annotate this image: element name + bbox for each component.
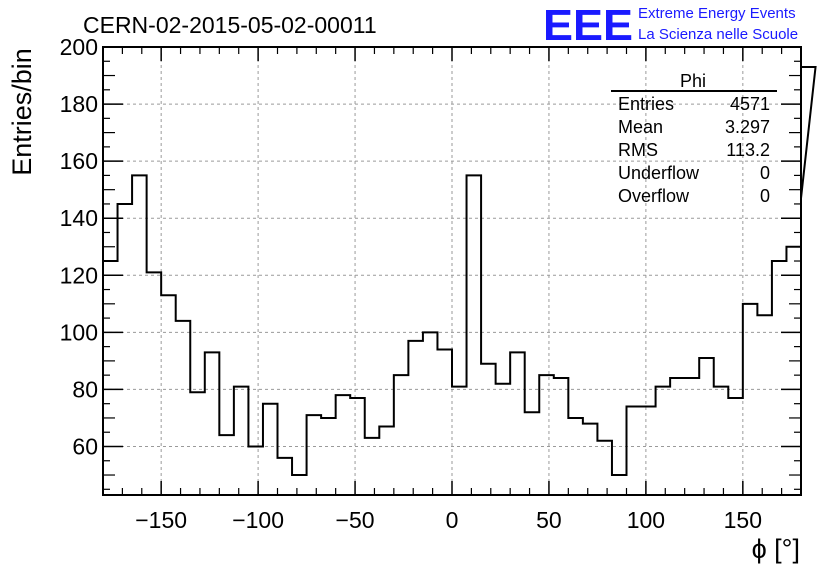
stats-box-name: Phi — [680, 71, 706, 91]
x-tick-label: −50 — [336, 507, 375, 533]
x-tick-label: 100 — [627, 507, 665, 533]
histogram-bar — [496, 384, 511, 495]
histogram-bar — [554, 378, 569, 495]
histogram-bar — [365, 438, 380, 495]
stats-row-value: 0 — [760, 186, 770, 206]
histogram-bar — [132, 175, 147, 495]
histogram-bar — [786, 247, 801, 495]
histogram-bar — [423, 332, 438, 495]
x-tick-label: −150 — [135, 507, 187, 533]
stats-row-value: 3.297 — [725, 117, 770, 137]
x-tick-label: 50 — [536, 507, 562, 533]
y-tick-label: 60 — [72, 433, 98, 459]
y-tick-label: 180 — [60, 91, 98, 117]
histogram-bar — [234, 387, 249, 495]
x-tick-label: −100 — [232, 507, 284, 533]
histogram-bar — [568, 418, 583, 495]
logo-line-1: Extreme Energy Events — [638, 5, 796, 22]
histogram-bar — [627, 407, 642, 495]
histogram-bar — [190, 392, 205, 495]
histogram-bar — [161, 295, 176, 495]
histogram-bar — [336, 395, 351, 495]
histogram-bar — [379, 427, 394, 495]
x-tick-label: 150 — [724, 507, 762, 533]
stats-row-value: 0 — [760, 163, 770, 183]
histogram-bar — [292, 475, 307, 495]
x-axis-title: ϕ [°] — [752, 534, 800, 564]
logo-mark: EEE — [543, 1, 633, 50]
y-tick-label: 160 — [60, 148, 98, 174]
histogram-bar — [437, 349, 452, 495]
chart-title: CERN-02-2015-05-02-00011 — [83, 12, 377, 38]
histogram-bar — [699, 358, 714, 495]
stats-box: Phi Entries 4571 Mean 3.297 RMS 113.2 Underflo… — [611, 71, 777, 206]
histogram-bar — [248, 446, 263, 495]
plot-frame — [102, 46, 802, 496]
stats-row-label: Entries — [618, 94, 674, 114]
histogram-bar — [583, 424, 598, 495]
stats-row-label: RMS — [618, 140, 658, 160]
histogram-bar — [118, 204, 133, 495]
histogram-bar — [394, 375, 409, 495]
histogram-bar — [597, 441, 612, 495]
histogram-outline — [103, 65, 817, 477]
histogram-bar — [103, 261, 118, 495]
histogram-bar — [263, 404, 278, 495]
histogram-bar — [612, 475, 627, 495]
histogram-bar — [685, 378, 700, 495]
logo-line-2: La Scienza nelle Scuole — [638, 26, 798, 43]
histogram-bar — [408, 341, 423, 495]
histogram-bar — [176, 321, 191, 495]
stats-row-label: Overflow — [618, 186, 690, 206]
eee-logo: EEE Extreme Energy Events La Scienza nel… — [543, 1, 798, 50]
y-tick-label: 100 — [60, 319, 98, 345]
histogram-bar — [205, 352, 220, 495]
y-tick-label: 80 — [72, 376, 98, 402]
grid-lines — [103, 46, 801, 495]
histogram-bars — [103, 65, 817, 495]
stats-row-value: 113.2 — [726, 140, 770, 160]
histogram-bar — [307, 415, 322, 495]
histogram-bar — [510, 352, 525, 495]
histogram-bar — [656, 387, 671, 495]
histogram-bar — [641, 407, 656, 495]
histogram-bar — [481, 364, 496, 495]
histogram-bar — [670, 378, 685, 495]
histogram-bar — [467, 175, 482, 495]
y-tick-label: 200 — [60, 34, 98, 60]
histogram-bar — [525, 412, 540, 495]
histogram-bar — [219, 435, 234, 495]
histogram-bar — [278, 458, 293, 495]
y-axis-title: Entries/bin — [7, 48, 37, 176]
stats-row-value: 4571 — [730, 94, 770, 114]
x-tick-label: 0 — [446, 507, 459, 533]
histogram-bar — [452, 387, 467, 495]
histogram-bar — [757, 315, 772, 495]
histogram-bar — [714, 387, 729, 495]
stats-row-label: Underflow — [618, 163, 700, 183]
y-tick-label: 120 — [60, 262, 98, 288]
stats-row-label: Mean — [618, 117, 663, 137]
tick-labels: −150 −100 −50 0 50 100 150 60 80 100 120 140 160 180 2… — [60, 34, 762, 533]
y-tick-label: 140 — [60, 205, 98, 231]
histogram-bar — [147, 272, 162, 495]
histogram-bar — [321, 418, 336, 495]
histogram-bar — [772, 261, 787, 495]
histogram-bar — [539, 375, 554, 495]
